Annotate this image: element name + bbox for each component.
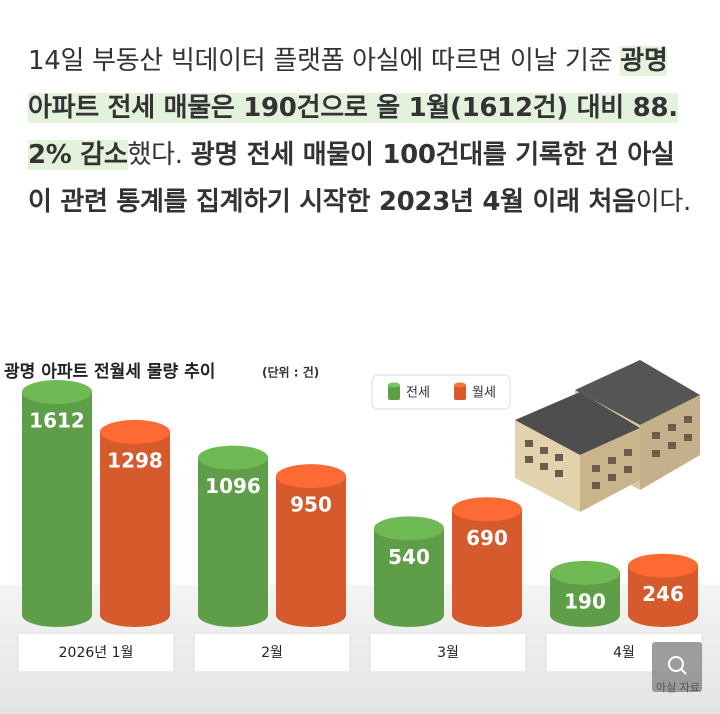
cylinder-top	[100, 419, 170, 444]
chart-title: 광명 아파트 전월세 물량 추이	[4, 362, 215, 382]
legend-label: 월세	[472, 386, 496, 401]
cylinder-bar	[198, 457, 268, 627]
text-segment: 했다.	[127, 140, 191, 170]
cylinder-bar	[550, 572, 620, 627]
cylinder-bar	[100, 431, 170, 627]
cylinder-top	[628, 553, 698, 578]
value-label: 540	[388, 545, 430, 569]
legend-swatch-top	[388, 382, 400, 388]
cylinder-bar	[22, 392, 92, 627]
x-tick-label: 2월	[261, 645, 283, 661]
cylinder-bar	[452, 509, 522, 627]
value-label: 190	[564, 589, 606, 613]
x-tick-label: 4월	[613, 645, 635, 661]
cylinder-top	[276, 464, 346, 489]
legend-swatch	[454, 385, 466, 400]
value-label: 1298	[107, 448, 163, 472]
cylinder-top	[22, 380, 92, 404]
value-label: 246	[642, 582, 684, 606]
value-label: 1096	[205, 474, 261, 498]
category-box	[369, 632, 527, 673]
cylinder-bar	[276, 476, 346, 627]
cylinder-top	[550, 560, 620, 585]
cylinder-top	[374, 516, 444, 541]
text-segment: 이다.	[635, 187, 692, 217]
text-segment: 14일 부동산 빅데이터 플랫폼 아실에 따르면 이날 기준	[28, 46, 621, 76]
cylinder-bar	[628, 565, 698, 627]
source: 아실 자료	[656, 681, 700, 694]
legend-swatch-top	[454, 382, 466, 388]
cylinder-top	[452, 497, 522, 522]
legend-label: 전세	[406, 386, 430, 401]
value-label: 950	[290, 493, 332, 517]
article: 14일 부동산 빅데이터 플랫폼 아실에 따르면 이날 기준 광명 아파트 전세…	[28, 38, 692, 226]
x-tick-label: 3월	[437, 645, 459, 661]
buildings-illustration	[515, 360, 700, 512]
legend-box	[371, 374, 511, 410]
legend-swatch	[388, 385, 400, 400]
x-tick-label: 2026년 1월	[59, 645, 134, 661]
category-box	[193, 632, 351, 673]
zoom-icon[interactable]	[652, 642, 702, 692]
value-label: 1612	[29, 409, 85, 433]
cylinder-top	[198, 445, 268, 470]
unit-label: (단위 : 건)	[262, 365, 319, 380]
value-label: 690	[466, 526, 508, 550]
text-segment: 광명 전세 매물이 100건대를 기록한 건 아실이 관련 통계를 집계하기 시…	[28, 140, 675, 217]
cylinder-bar	[374, 528, 444, 627]
category-box	[17, 632, 175, 673]
